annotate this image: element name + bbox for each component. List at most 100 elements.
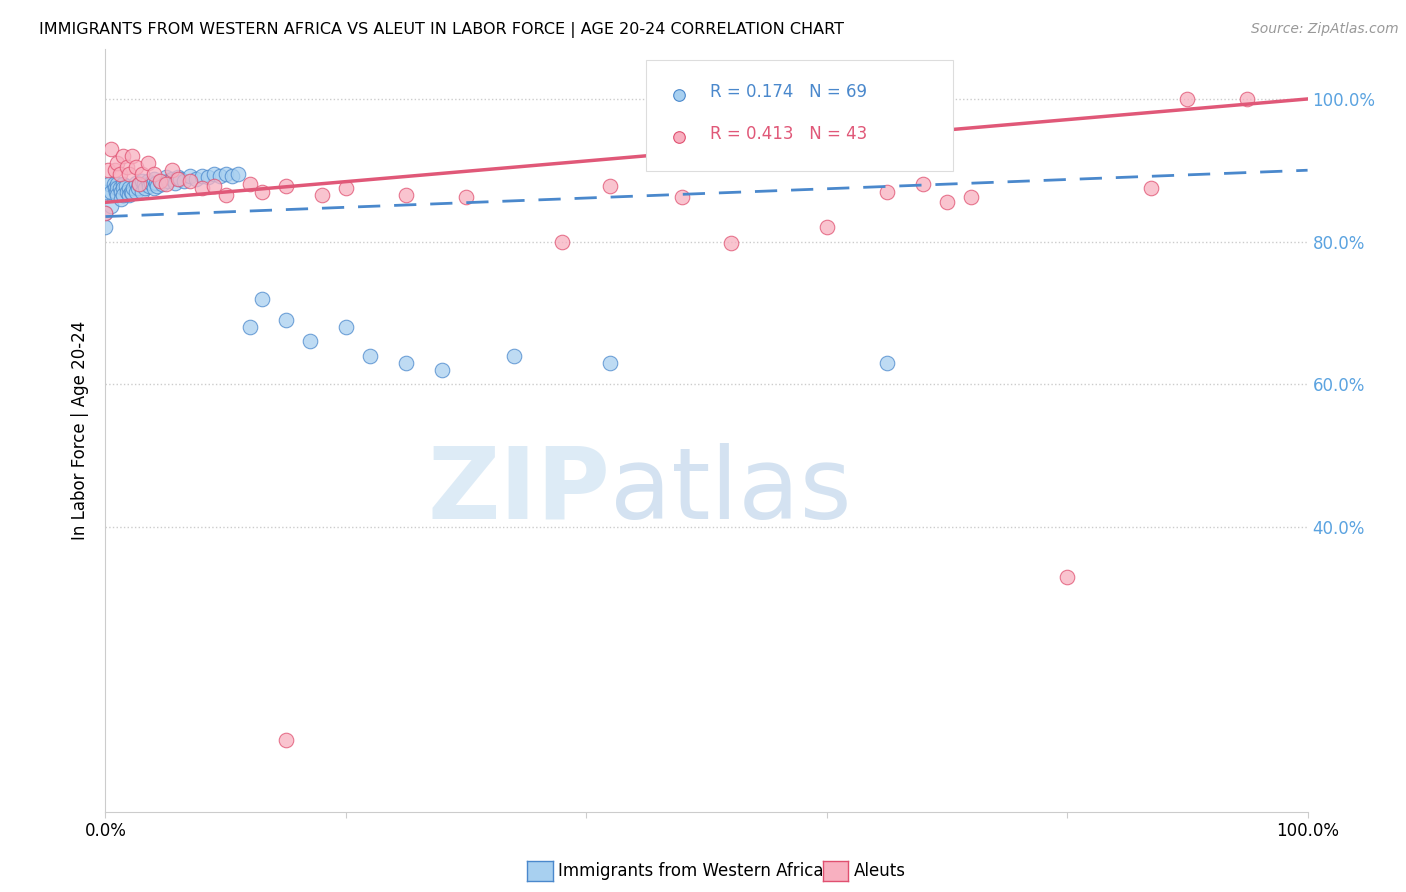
Point — [131, 167, 153, 181]
Point — [599, 178, 621, 193]
Point — [124, 160, 146, 174]
Point — [169, 171, 191, 186]
Point — [146, 178, 169, 193]
Point — [395, 188, 418, 202]
Point — [104, 163, 127, 178]
Point — [134, 181, 156, 195]
Point — [131, 174, 153, 188]
Point — [503, 349, 526, 363]
Point — [876, 185, 898, 199]
Point — [115, 178, 138, 193]
Point — [112, 149, 135, 163]
Point — [98, 178, 121, 192]
Point — [94, 220, 117, 235]
Point — [115, 185, 138, 199]
Point — [115, 160, 138, 174]
Point — [202, 167, 225, 181]
Point — [100, 797, 122, 812]
Point — [1175, 92, 1198, 106]
Point — [173, 174, 195, 188]
Point — [876, 356, 898, 370]
Point — [214, 167, 236, 181]
Point — [815, 220, 838, 235]
Text: R = 0.174   N = 69: R = 0.174 N = 69 — [710, 83, 868, 101]
Point — [911, 178, 934, 192]
Point — [105, 185, 128, 199]
Point — [197, 170, 219, 185]
Point — [142, 181, 165, 195]
Point — [936, 195, 959, 210]
Point — [110, 185, 132, 199]
Point — [184, 171, 207, 186]
Text: ZIP: ZIP — [427, 443, 610, 540]
Point — [166, 171, 188, 186]
Point — [108, 181, 131, 195]
Text: IMMIGRANTS FROM WESTERN AFRICA VS ALEUT IN LABOR FORCE | AGE 20-24 CORRELATION C: IMMIGRANTS FROM WESTERN AFRICA VS ALEUT … — [39, 22, 845, 38]
Point — [274, 733, 297, 747]
Point — [107, 178, 129, 192]
Point — [671, 190, 693, 204]
Point — [112, 181, 135, 195]
Point — [107, 181, 129, 195]
Point — [454, 190, 477, 204]
Point — [122, 181, 145, 195]
Point — [190, 169, 212, 183]
Point — [110, 192, 132, 206]
Point — [121, 186, 143, 200]
Point — [395, 356, 418, 370]
Point — [430, 363, 453, 377]
Point — [108, 167, 131, 181]
Point — [112, 188, 135, 202]
Point — [104, 181, 127, 195]
Point — [179, 174, 201, 188]
Point — [128, 178, 150, 192]
Point — [100, 185, 122, 199]
Point — [274, 178, 297, 193]
Point — [239, 178, 262, 192]
Point — [148, 174, 170, 188]
Point — [155, 178, 177, 192]
Point — [127, 181, 149, 195]
Point — [221, 169, 243, 183]
Y-axis label: In Labor Force | Age 20-24: In Labor Force | Age 20-24 — [72, 321, 90, 540]
Point — [124, 185, 146, 199]
Point — [136, 174, 159, 188]
Point — [335, 181, 357, 195]
Point — [128, 178, 150, 192]
Point — [145, 176, 167, 190]
Point — [250, 185, 273, 199]
Point — [132, 178, 155, 192]
Point — [156, 174, 179, 188]
Point — [208, 169, 231, 183]
Point — [298, 334, 321, 349]
Point — [190, 181, 212, 195]
Point — [118, 188, 141, 202]
Point — [142, 167, 165, 181]
Point — [960, 190, 983, 204]
Point — [121, 149, 143, 163]
Point — [166, 170, 188, 185]
Text: atlas: atlas — [610, 443, 852, 540]
Point — [1140, 181, 1163, 195]
Point — [335, 320, 357, 334]
Point — [250, 292, 273, 306]
Point — [100, 142, 122, 156]
Point — [94, 206, 117, 220]
Point — [131, 185, 153, 199]
Point — [112, 178, 135, 192]
Point — [311, 188, 333, 202]
Point — [100, 798, 122, 813]
Point — [551, 235, 574, 249]
Text: R = 0.413   N = 43: R = 0.413 N = 43 — [710, 125, 868, 143]
FancyBboxPatch shape — [647, 61, 953, 171]
Point — [179, 169, 201, 183]
Point — [150, 178, 173, 192]
Point — [94, 206, 117, 220]
Point — [359, 349, 381, 363]
Point — [136, 156, 159, 170]
Point — [202, 178, 225, 193]
Point — [107, 156, 129, 170]
Text: Immigrants from Western Africa: Immigrants from Western Africa — [558, 862, 824, 880]
Point — [160, 163, 183, 178]
Point — [720, 235, 742, 250]
